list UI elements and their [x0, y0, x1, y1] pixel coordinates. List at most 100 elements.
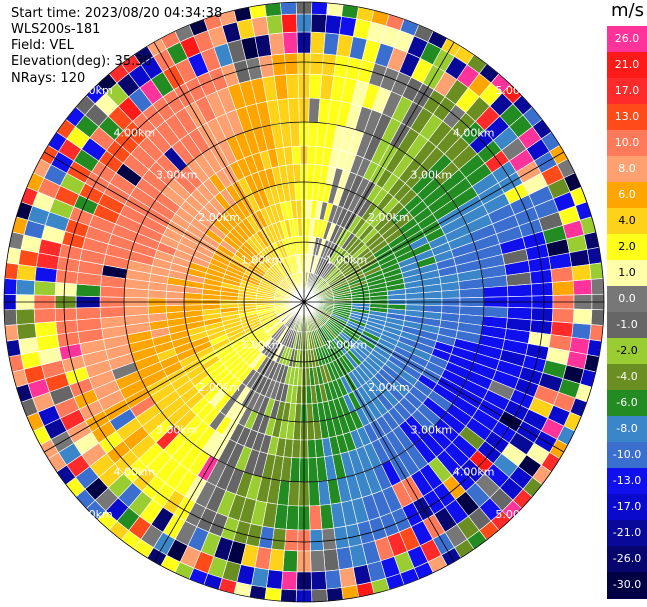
- velocity-gate: [550, 266, 574, 283]
- colorbar-band: [607, 52, 647, 79]
- velocity-gate: [33, 280, 57, 296]
- velocity-gate: [16, 322, 37, 340]
- ring-label: 4.00km: [453, 466, 495, 479]
- range-grid: [3, 1, 605, 603]
- velocity-gate: [251, 16, 270, 37]
- ring-label: 1.00km: [326, 338, 368, 351]
- velocity-gate: [405, 292, 425, 300]
- ring-label: 3.00km: [156, 169, 198, 182]
- elevation-text: Elevation(deg): 35.30: [11, 54, 152, 69]
- colorbar-band: [607, 260, 647, 287]
- velocity-gate: [282, 31, 298, 55]
- ring-label: 2.00km: [368, 381, 410, 394]
- velocity-gate: [529, 269, 553, 285]
- colorbar-band: [607, 156, 647, 183]
- velocity-gate: [147, 305, 167, 315]
- azimuth-spoke: [43, 301, 305, 453]
- velocity-gate: [285, 73, 299, 99]
- velocity-gate: [280, 1, 297, 16]
- colorbar-tick-label: -10.0: [612, 448, 642, 461]
- velocity-gate: [530, 307, 554, 322]
- velocity-gate: [311, 1, 328, 16]
- velocity-gate: [309, 52, 324, 76]
- ring-label: 1.00km: [241, 338, 283, 351]
- velocity-gate: [441, 289, 461, 299]
- velocity-gate: [4, 262, 19, 280]
- velocity-gate: [266, 14, 284, 35]
- velocity-gate: [590, 278, 605, 295]
- colorbar-tick-label: 4.0: [618, 214, 636, 227]
- colorbar-tick-label: 21.0: [614, 58, 640, 71]
- colorbar-tick-label: -1.0: [616, 318, 638, 331]
- velocity-gate: [284, 52, 299, 76]
- ring-label: 3.00km: [156, 423, 198, 436]
- velocity-gate: [294, 181, 302, 201]
- ring-label: 2.00km: [198, 381, 240, 394]
- velocity-gate: [571, 264, 592, 282]
- colorbar-band: [607, 546, 647, 573]
- velocity-gate: [281, 570, 298, 591]
- velocity-gate: [99, 306, 125, 319]
- colorbar-tick-label: -13.0: [612, 474, 642, 487]
- colorbar-band: [607, 468, 647, 495]
- velocity-gate: [306, 421, 316, 441]
- velocity-gate: [309, 505, 323, 531]
- velocity-gate: [264, 2, 282, 17]
- velocity-gate: [569, 249, 590, 268]
- ring-label: 5.00km: [495, 84, 537, 97]
- velocity-gate: [54, 307, 78, 322]
- velocity-gate: [292, 163, 302, 183]
- velocity-gate: [324, 569, 342, 590]
- ring-label: 4.00km: [453, 126, 495, 139]
- velocity-gate: [306, 403, 314, 423]
- colorbar-band: [607, 494, 647, 521]
- velocity-gate: [459, 287, 485, 299]
- ring-label: 5.00km: [71, 508, 113, 521]
- ring-label: 1.00km: [241, 254, 283, 267]
- colorbar-tick-label: -8.0: [616, 422, 638, 435]
- velocity-gate: [34, 321, 58, 338]
- instrument-text: WLS200s-181: [11, 22, 101, 37]
- azimuth-spoke: [153, 41, 305, 303]
- colorbar-tick-label: 26.0: [614, 32, 640, 45]
- colorbar-tick-label: 10.0: [614, 136, 640, 149]
- velocity-gate: [266, 569, 284, 590]
- colorbar-tick-label: -17.0: [612, 500, 642, 513]
- velocity-gate: [571, 322, 592, 340]
- velocity-gate: [310, 31, 326, 55]
- ring-label: 4.00km: [114, 126, 156, 139]
- velocity-gate: [3, 278, 18, 295]
- ring-label: 2.00km: [368, 211, 410, 224]
- colorbar-tick-label: 8.0: [618, 162, 636, 175]
- ring-label: 2.00km: [198, 211, 240, 224]
- colorbar-tick-label: -4.0: [616, 370, 638, 383]
- velocity-gate: [280, 588, 297, 603]
- velocity-gate: [123, 305, 149, 317]
- velocity-gate: [310, 13, 327, 34]
- colorbar-band: [607, 390, 647, 417]
- azimuth-spoke: [303, 301, 565, 453]
- velocity-gate: [75, 307, 101, 321]
- velocity-gate: [165, 304, 185, 314]
- colorbar-band: [607, 26, 647, 53]
- velocity-gate: [326, 587, 344, 602]
- velocity-gate: [271, 53, 287, 77]
- velocity-gate: [183, 304, 203, 312]
- colorbar-band: [607, 442, 647, 469]
- velocity-gate: [264, 587, 282, 602]
- colorbar-tick-label: -6.0: [616, 396, 638, 409]
- velocity-gate: [15, 279, 36, 296]
- ring-label: 4.00km: [114, 466, 156, 479]
- field-text: Field: VEL: [11, 38, 74, 53]
- colorbar-band: [607, 78, 647, 105]
- ring-label: 5.00km: [71, 84, 113, 97]
- velocity-gate: [282, 549, 298, 573]
- start-time-text: Start time: 2023/08/20 04:34:38: [11, 6, 223, 21]
- velocity-gate: [311, 588, 328, 603]
- colorbar-band: [607, 182, 647, 209]
- ring-labels: 1.00km 1.00km 1.00km 1.00km 2.00km 2.00km 2.00…: [71, 84, 537, 521]
- velocity-gate: [590, 309, 605, 326]
- velocity-gate: [321, 527, 337, 551]
- colorbar-band: [607, 130, 647, 157]
